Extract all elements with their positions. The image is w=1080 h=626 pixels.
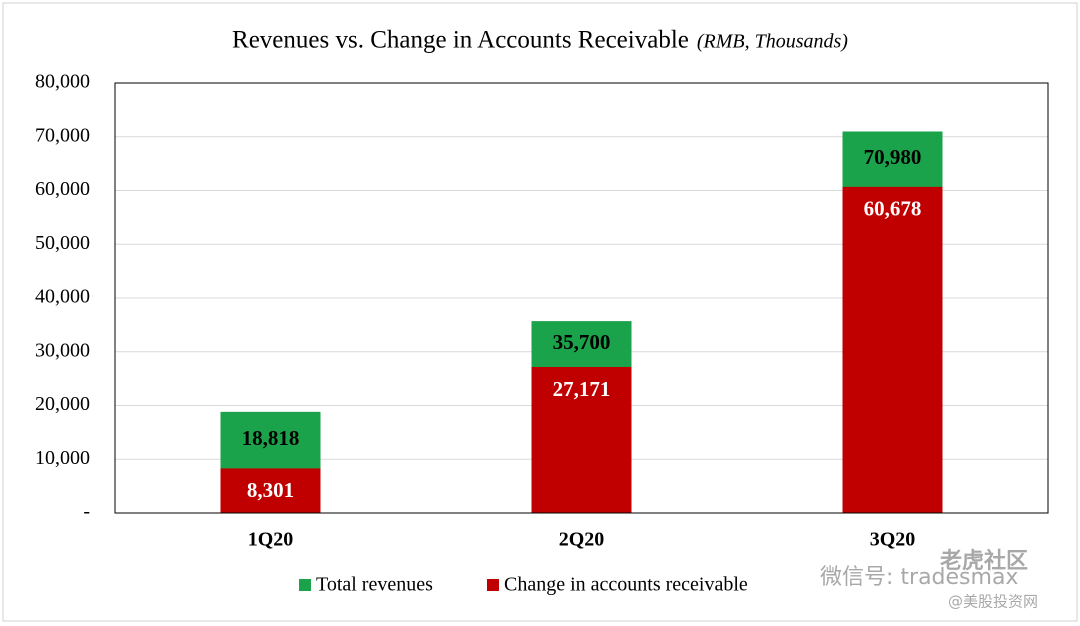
- x-tick-label: 1Q20: [248, 529, 294, 551]
- y-tick-label: 30,000: [35, 339, 90, 361]
- data-label: 27,171: [553, 377, 611, 401]
- y-tick-label: 20,000: [35, 393, 90, 415]
- bar: [531, 366, 632, 513]
- bar: [220, 468, 321, 513]
- y-tick-label: 60,000: [35, 178, 90, 200]
- x-tick-label: 2Q20: [559, 529, 605, 551]
- x-tick-label: 3Q20: [870, 529, 916, 551]
- data-label: 18,818: [242, 426, 300, 450]
- y-tick-label: 10,000: [35, 447, 90, 469]
- data-label: 8,301: [247, 478, 294, 502]
- y-tick-label: 40,000: [35, 286, 90, 308]
- y-tick-label: 50,000: [35, 232, 90, 254]
- chart-subtitle: (RMB, Thousands): [697, 31, 848, 53]
- bar: [842, 186, 943, 513]
- watermark: @美股投资网: [948, 593, 1038, 611]
- data-label: 35,700: [553, 330, 611, 354]
- legend-swatch: [299, 579, 311, 591]
- watermark: 老虎社区: [939, 548, 1028, 574]
- legend-swatch: [487, 579, 499, 591]
- y-tick-label: 80,000: [35, 71, 90, 93]
- watermark: 微信号: tradesmax: [820, 565, 1018, 590]
- data-label: 70,980: [864, 145, 922, 169]
- y-tick-label: 70,000: [35, 124, 90, 146]
- chart-title: Revenues vs. Change in Accounts Receivab…: [232, 27, 689, 54]
- y-tick-label: -: [83, 501, 90, 523]
- plot-border: [114, 82, 1049, 514]
- legend-label: Total revenues: [316, 574, 433, 596]
- legend-label: Change in accounts receivable: [504, 574, 748, 596]
- data-label: 60,678: [864, 197, 922, 221]
